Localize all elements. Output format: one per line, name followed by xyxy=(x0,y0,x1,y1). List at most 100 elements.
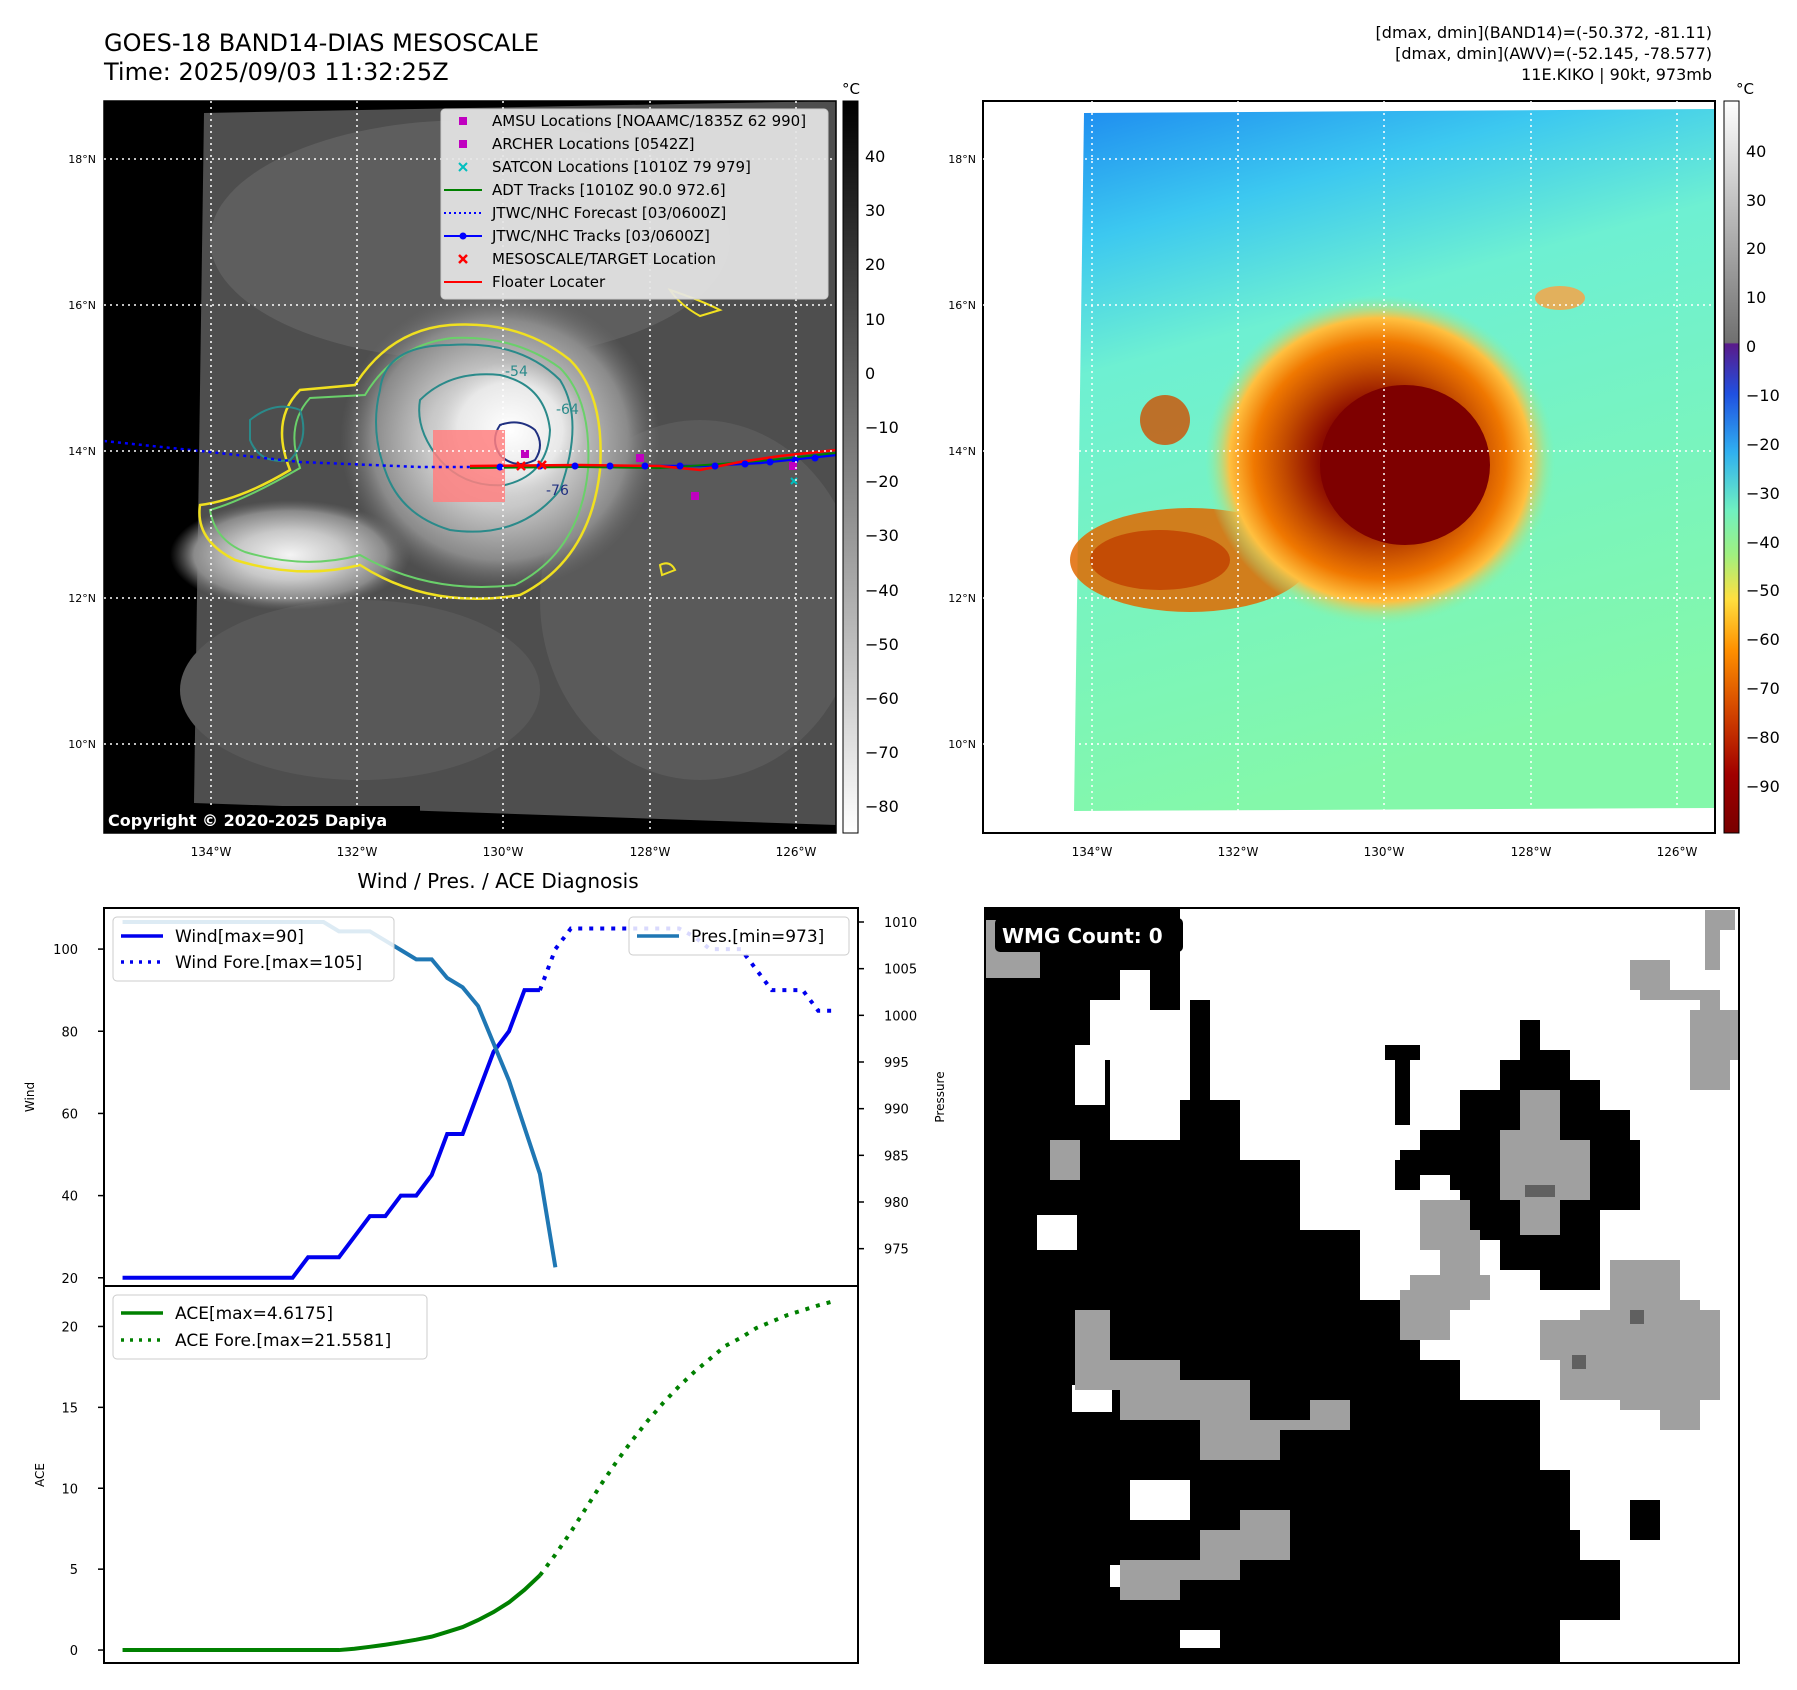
awv-lat-16: 16°N xyxy=(948,299,976,312)
ccb-tick-10: −60 xyxy=(1746,630,1780,649)
gcb-tick-10: −60 xyxy=(865,689,899,708)
ccb-tick-7: −30 xyxy=(1746,484,1780,503)
contour-label-1: -54 xyxy=(505,364,528,380)
gcb-tick-7: −30 xyxy=(865,526,899,545)
ace-series-line-1 xyxy=(538,1299,835,1577)
ir-lon-134: 134°W xyxy=(191,845,232,859)
legend-wind: Wind[max=90] xyxy=(175,927,304,947)
gcb-tick-2: 20 xyxy=(865,255,885,274)
color-colorbar-unit: °C xyxy=(1736,80,1754,98)
wmg-panel: WMG Count: 0 xyxy=(984,907,1740,1664)
awv-lon-128: 128°W xyxy=(1511,845,1552,859)
ccb-tick-4: 0 xyxy=(1746,337,1756,356)
awv-lon-126: 126°W xyxy=(1657,845,1698,859)
gcb-tick-11: −70 xyxy=(865,743,899,762)
ace-axis-label: ACE xyxy=(33,1463,47,1487)
pres-tick-label: 1000 xyxy=(884,1009,917,1024)
pres-tick-label: 975 xyxy=(884,1243,909,1258)
awv-lon-130: 130°W xyxy=(1364,845,1405,859)
figure-time: Time: 2025/09/03 11:32:25Z xyxy=(103,58,449,86)
color-colorbar-ticks: 40 30 20 10 0 −10 −20 −30 −40 −50 −60 −7… xyxy=(1746,142,1780,796)
wind-tick-label: 100 xyxy=(53,943,78,958)
awv-imagery xyxy=(983,101,1715,833)
ace-series xyxy=(122,1299,835,1653)
gcb-tick-4: 0 xyxy=(865,364,875,383)
ccb-tick-0: 40 xyxy=(1746,142,1766,161)
ir-map-panel: -54 -64 -76 xyxy=(68,80,899,859)
ir-lon-128: 128°W xyxy=(630,845,671,859)
ccb-tick-9: −50 xyxy=(1746,581,1780,600)
ccb-tick-11: −70 xyxy=(1746,679,1780,698)
copyright-box xyxy=(104,806,420,833)
ace-tick-label: 15 xyxy=(61,1401,78,1416)
color-colorbar xyxy=(1723,100,1740,834)
legend-wind-fore: Wind Fore.[max=105] xyxy=(175,953,362,973)
gcb-tick-1: 30 xyxy=(865,201,885,220)
wmg-count-box xyxy=(995,918,1183,952)
dmax-band14: [dmax, dmin](BAND14)=(-50.372, -81.11) xyxy=(1376,23,1712,42)
awv-lat-labels: 18°N 16°N 14°N 12°N 10°N xyxy=(948,153,976,751)
contour-label-3: -76 xyxy=(546,483,569,499)
awv-lat-18: 18°N xyxy=(948,153,976,166)
ir-lon-132: 132°W xyxy=(337,845,378,859)
ace-tick-label: 0 xyxy=(70,1644,78,1659)
legend-floater: Floater Locater xyxy=(492,273,606,291)
ccb-tick-1: 30 xyxy=(1746,191,1766,210)
pres-tick-label: 995 xyxy=(884,1056,909,1071)
ir-lon-130: 130°W xyxy=(483,845,524,859)
legend-mesoscale: MESOSCALE/TARGET Location xyxy=(492,250,716,268)
gcb-tick-8: −40 xyxy=(865,581,899,600)
ir-lat-10: 10°N xyxy=(68,738,96,751)
wind-ticks: 20 40 60 80 100 xyxy=(53,943,104,1287)
ir-lat-14: 14°N xyxy=(68,445,96,458)
ir-legend: AMSU Locations [NOAAMC/1835Z 62 990] ARC… xyxy=(440,108,829,300)
forecast-track xyxy=(104,439,480,469)
gcb-tick-3: 10 xyxy=(865,310,885,329)
legend-adt: ADT Tracks [1010Z 90.0 972.6] xyxy=(492,181,726,199)
ace-tick-label: 5 xyxy=(70,1563,78,1578)
diagnosis-panel: Wind / Pres. / ACE Diagnosis 20406080100… xyxy=(23,869,947,1664)
figure-title: GOES-18 BAND14-DIAS MESOSCALE xyxy=(104,29,539,57)
awv-lat-12: 12°N xyxy=(948,592,976,605)
legend-ace-fore: ACE Fore.[max=21.5581] xyxy=(175,1331,391,1351)
ace-legend: ACE[max=4.6175] ACE Fore.[max=21.5581] xyxy=(112,1294,428,1360)
ccb-tick-6: −20 xyxy=(1746,435,1780,454)
ace-series-line-0 xyxy=(122,1573,542,1653)
dmax-awv: [dmax, dmin](AWV)=(-52.145, -78.577) xyxy=(1395,44,1712,63)
ccb-tick-12: −80 xyxy=(1746,728,1780,747)
storm-info: 11E.KIKO | 90kt, 973mb xyxy=(1521,65,1712,84)
wind-axis-label: Wind xyxy=(23,1082,37,1112)
legend-satcon: SATCON Locations [1010Z 79 979] xyxy=(492,158,751,176)
legend-archer: ARCHER Locations [0542Z] xyxy=(492,135,695,153)
gray-colorbar-unit: °C xyxy=(842,80,860,98)
diagnosis-title: Wind / Pres. / ACE Diagnosis xyxy=(357,869,638,893)
pres-ticks: 975 980 985 990 995 1000 1005 1010 xyxy=(858,916,917,1258)
awv-lat-10: 10°N xyxy=(948,738,976,751)
ir-lat-18: 18°N xyxy=(68,153,96,166)
gcb-tick-6: −20 xyxy=(865,472,899,491)
wmg-gray-regions xyxy=(985,910,1740,1600)
wind-tick-label: 60 xyxy=(61,1107,78,1122)
awv-map-panel: 18°N 16°N 14°N 12°N 10°N 134°W 132°W 130… xyxy=(948,80,1780,859)
series-line-1 xyxy=(538,926,834,1013)
legend-ace: ACE[max=4.6175] xyxy=(175,1304,333,1324)
pres-tick-label: 980 xyxy=(884,1196,909,1211)
floater-track xyxy=(469,448,836,472)
awv-gridlines xyxy=(983,101,1715,833)
pres-tick-label: 990 xyxy=(884,1103,909,1118)
ir-lon-126: 126°W xyxy=(776,845,817,859)
series-line-0 xyxy=(122,988,540,1280)
pres-tick-label: 985 xyxy=(884,1149,909,1164)
gcb-tick-0: 40 xyxy=(865,147,885,166)
ccb-tick-2: 20 xyxy=(1746,239,1766,258)
ccb-tick-5: −10 xyxy=(1746,386,1780,405)
wind-tick-label: 40 xyxy=(61,1190,78,1205)
ccb-tick-13: −90 xyxy=(1746,777,1780,796)
ace-tick-label: 20 xyxy=(61,1320,78,1335)
adt-track xyxy=(469,452,836,470)
legend-pres: Pres.[min=973] xyxy=(691,927,824,947)
ir-lat-12: 12°N xyxy=(68,592,96,605)
ir-lon-labels: 134°W 132°W 130°W 128°W 126°W xyxy=(191,845,817,859)
pres-tick-label: 1005 xyxy=(884,963,917,978)
